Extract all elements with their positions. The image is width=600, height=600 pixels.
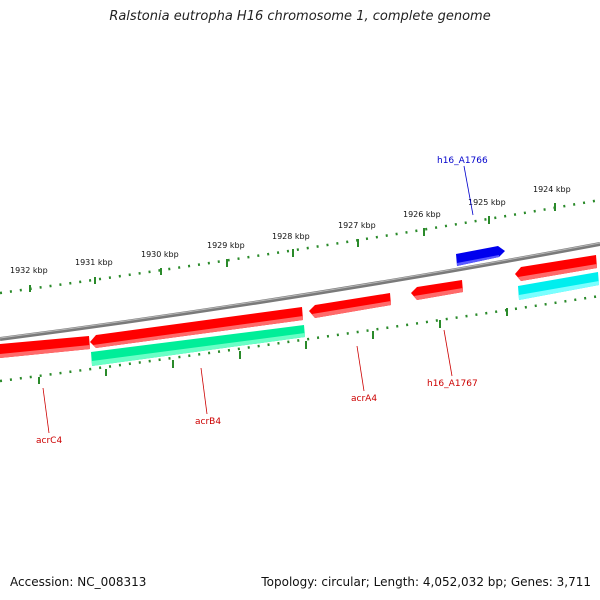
- leader-h16-A1767: [443, 329, 453, 377]
- scale-label-1930: 1930 kbp: [141, 250, 179, 259]
- leader-acrA4: [356, 345, 365, 392]
- gene-acrA4[interactable]: [309, 293, 391, 318]
- genome-stats-text: Topology: circular; Length: 4,052,032 bp…: [261, 575, 591, 589]
- leader-acrC4: [42, 387, 50, 434]
- gene-acrB4[interactable]: [90, 307, 303, 348]
- gene-h16-A1766[interactable]: [456, 246, 505, 266]
- leader-h16-A1766: [463, 165, 474, 216]
- genome-backbone: [0, 242, 600, 341]
- accession-text: Accession: NC_008313: [10, 575, 147, 589]
- scale-label-1926: 1926 kbp: [403, 210, 441, 219]
- gene-right-edge[interactable]: [515, 255, 597, 281]
- gene-label-acrA4: acrA4: [351, 394, 377, 404]
- gene-h16-A1767[interactable]: [411, 280, 463, 300]
- gene-label-h16-A1767: h16_A1767: [427, 379, 478, 389]
- scale-track-outer: [0, 198, 600, 295]
- scale-label-1927: 1927 kbp: [338, 221, 376, 230]
- feature-cyan[interactable]: [518, 272, 599, 300]
- scale-ticks-outer: [29, 203, 556, 292]
- map-title: Ralstonia eutropha H16 chromosome 1, com…: [109, 9, 491, 24]
- scale-label-1928: 1928 kbp: [272, 232, 310, 241]
- feature-green[interactable]: [91, 325, 305, 366]
- scale-ticks-inner: [38, 308, 508, 384]
- scale-label-1932: 1932 kbp: [10, 266, 48, 275]
- scale-label-1924: 1924 kbp: [533, 185, 571, 194]
- gene-label-acrC4: acrC4: [36, 436, 62, 446]
- gene-acrC4[interactable]: [0, 336, 90, 358]
- scale-label-1929: 1929 kbp: [207, 241, 245, 250]
- scale-track-inner: [0, 294, 600, 383]
- leader-acrB4: [200, 367, 208, 415]
- scale-label-1931: 1931 kbp: [75, 258, 113, 267]
- gene-label-acrB4: acrB4: [195, 417, 221, 427]
- gene-label-h16-A1766: h16_A1766: [437, 156, 488, 166]
- scale-label-1925: 1925 kbp: [468, 198, 506, 207]
